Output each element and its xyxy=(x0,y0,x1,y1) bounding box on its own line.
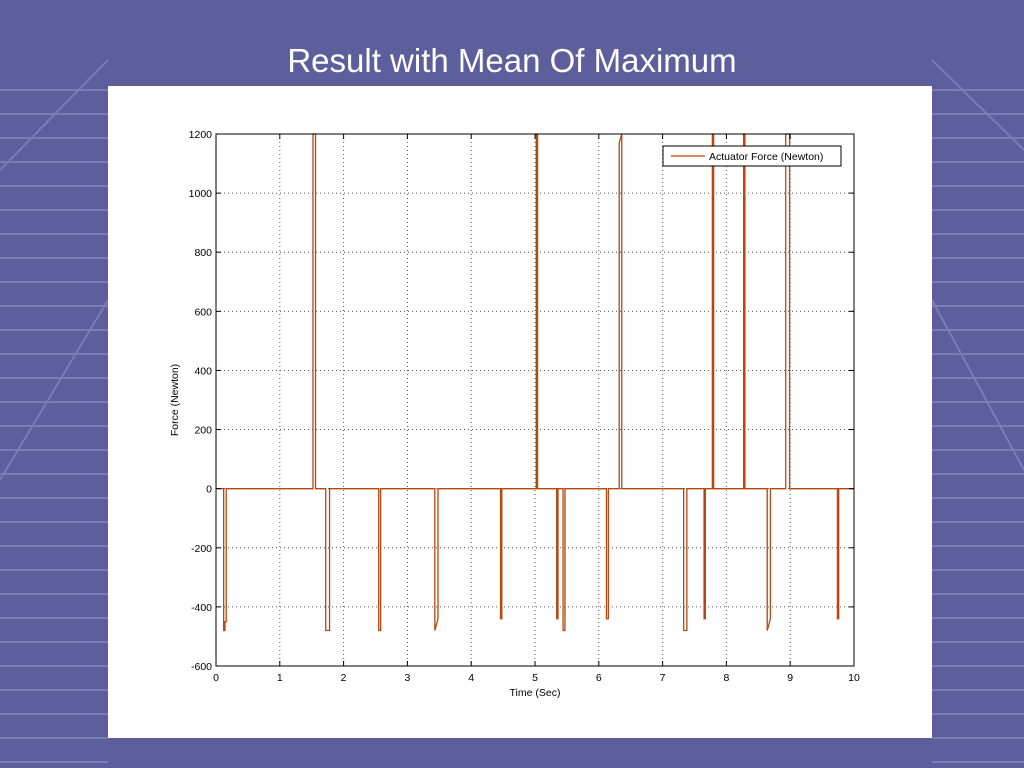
background-diagonal-line xyxy=(0,59,109,171)
y-tick-label: 0 xyxy=(206,484,212,496)
x-tick-label: 7 xyxy=(660,672,666,684)
slide-title: Result with Mean Of Maximum xyxy=(287,42,737,79)
y-tick-label: 400 xyxy=(194,365,212,377)
y-axis-label: Force (Newton) xyxy=(169,364,181,436)
y-tick-label: 1200 xyxy=(189,129,213,141)
background-diagonal-line xyxy=(931,299,1024,471)
y-tick-label: -200 xyxy=(191,543,212,555)
y-tick-label: 200 xyxy=(194,425,212,437)
y-tick-label: -600 xyxy=(191,661,212,673)
x-tick-label: 5 xyxy=(532,672,538,684)
y-tick-label: -400 xyxy=(191,602,212,614)
x-tick-label: 4 xyxy=(468,672,474,684)
x-axis-label: Time (Sec) xyxy=(510,687,561,699)
x-tick-label: 8 xyxy=(723,672,729,684)
x-tick-label: 9 xyxy=(787,672,793,684)
x-tick-label: 0 xyxy=(213,672,219,684)
background-diagonal-line xyxy=(0,299,109,481)
background-diagonal-line xyxy=(931,59,1024,151)
figure-panel: 0 1 2 3 4 5 6 7 8 9 10 -600 -400 -200 0 200 400 600 800 100… xyxy=(108,86,932,738)
legend-box xyxy=(662,145,842,167)
y-tick-label: 600 xyxy=(194,306,212,318)
y-tick-label: 800 xyxy=(194,247,212,259)
y-tick-label: 1000 xyxy=(189,188,213,200)
x-tick-label: 6 xyxy=(596,672,602,684)
series-line-actuator-force xyxy=(216,133,854,632)
force-chart: 0 1 2 3 4 5 6 7 8 9 10 -600 -400 -200 0 200 400 600 800 100… xyxy=(169,129,860,699)
x-tick-label: 2 xyxy=(341,672,347,684)
legend-label: Actuator Force (Newton) xyxy=(709,151,823,163)
x-tick-label: 1 xyxy=(277,672,283,684)
x-tick-label: 3 xyxy=(404,672,410,684)
x-tick-label: 10 xyxy=(848,672,860,684)
